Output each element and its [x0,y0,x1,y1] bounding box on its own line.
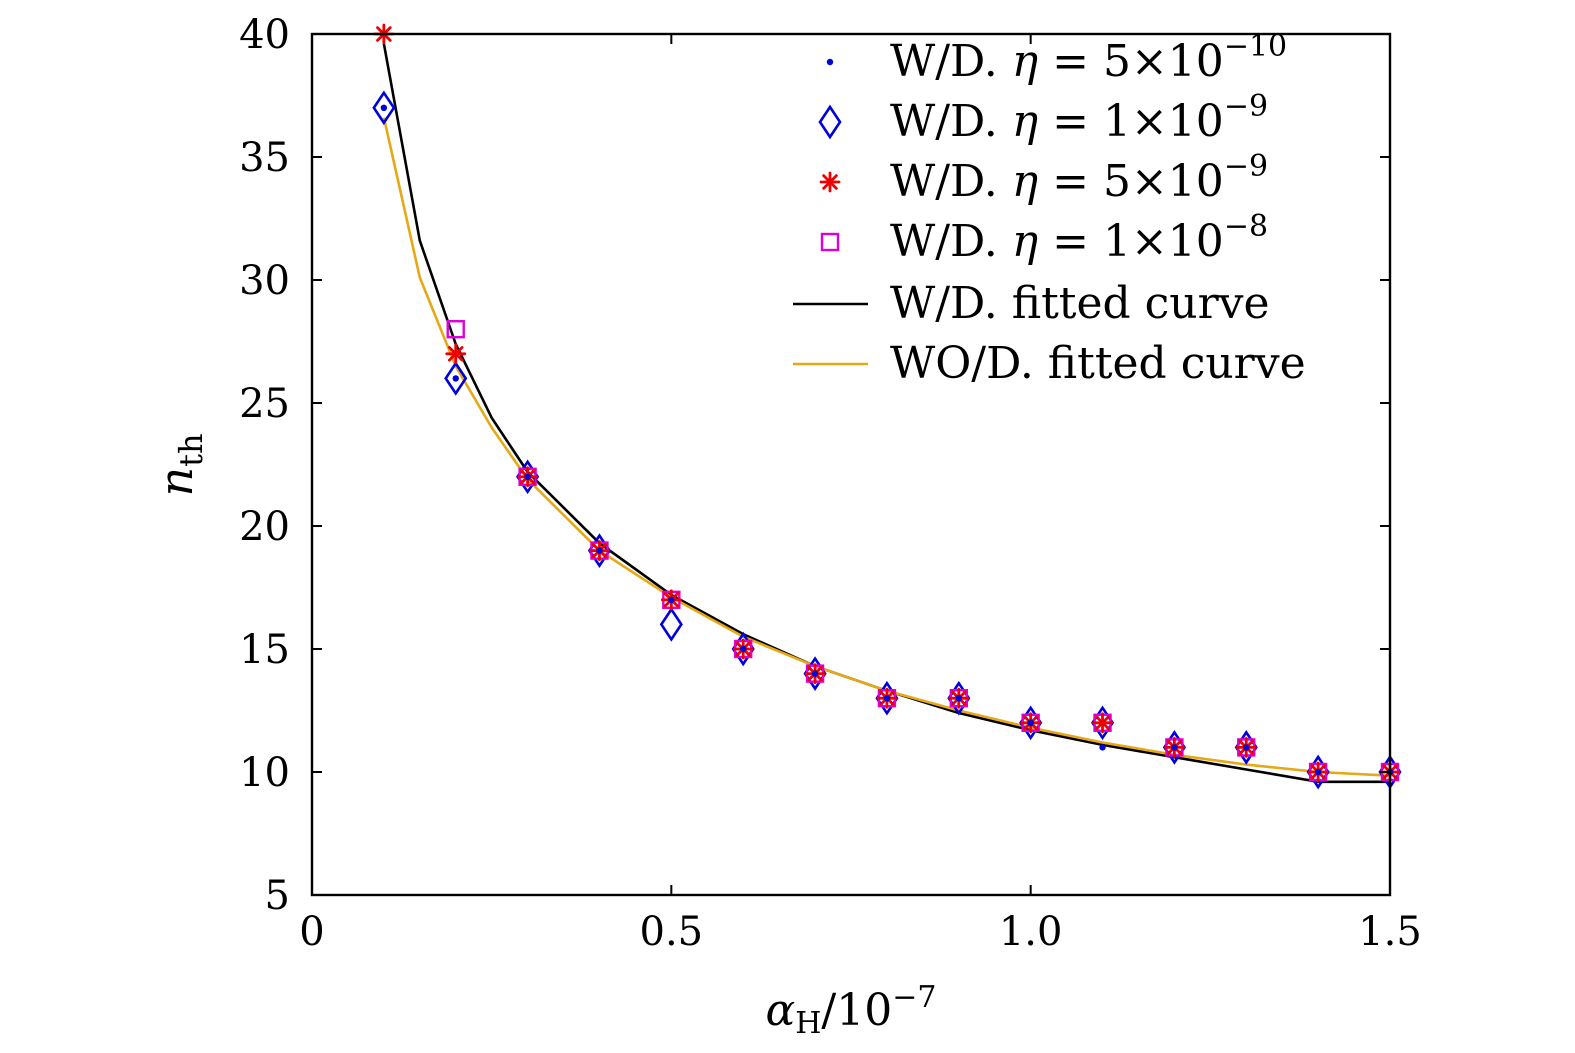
legend-entry-3: W/D. η = 1×10−8 [820,209,1268,267]
legend-entry-4: W/D. fitted curve [793,278,1270,329]
point-0-3 [596,547,603,554]
legend-label: W/D. η = 1×10−9 [890,89,1268,147]
legend-entry-2: W/D. η = 5×10−9 [819,149,1268,207]
legend-label: W/D. η = 5×10−9 [890,149,1268,207]
x-tick-label: 1.0 [999,909,1063,955]
point-0-6 [811,670,819,677]
point-0-11 [1171,744,1178,751]
legend-label: WO/D. fitted curve [890,338,1306,389]
point-2-1 [445,343,467,365]
legend-entry-1: W/D. η = 1×10−9 [818,89,1268,147]
point-0-10 [1099,744,1106,751]
point-0-7 [883,695,891,702]
point-0-2 [524,473,531,480]
y-tick-label: 40 [239,12,290,58]
y-axis-title: nth [149,433,210,496]
y-tick-label: 15 [239,627,290,673]
y-tick-label: 30 [239,258,290,304]
point-0-12 [1243,744,1250,751]
point-0-1 [452,375,459,382]
x-tick-label: 1.5 [1358,909,1422,955]
point-3-1 [446,320,465,339]
y-tick-label: 35 [239,135,290,181]
point-0-13 [1314,768,1322,776]
legend: W/D. η = 5×10−10W/D. η = 1×10−9W/D. η = … [793,29,1306,389]
axes: 0 0.5 1.0 1.5 5 10 15 20 25 30 35 40 αH/10−7 nth [149,12,1422,1041]
legend-entry-0: W/D. η = 5×10−10 [826,29,1287,87]
legend-label: W/D. η = 5×10−10 [890,29,1287,87]
y-tick-label: 25 [239,381,290,427]
plot-area [372,23,1402,790]
y-tick-label: 20 [239,504,290,550]
point-0-4 [668,596,675,603]
point-1-4 [659,607,683,642]
point-1-1 [444,361,468,396]
x-tick-label: 0 [299,909,324,955]
legend-label: W/D. η = 1×10−8 [890,209,1268,267]
legend-symbol [826,58,834,66]
y-tick-label: 10 [239,750,290,796]
series-1 [372,90,1402,790]
point-0-0 [380,104,388,112]
point-0-9 [1027,719,1034,726]
legend-symbol [818,104,842,140]
legend-symbol [820,232,840,252]
point-1-0 [372,90,396,126]
x-axis-title: αH/10−7 [766,980,937,1041]
axes-frame [310,32,1392,897]
series-2 [373,23,1401,783]
point-2-10 [1092,712,1113,734]
series-0 [380,104,1394,776]
x-tick-label: 0.5 [640,909,704,955]
point-0-5 [740,645,747,653]
legend-entry-5: WO/D. fitted curve [793,338,1306,389]
y-tick-label: 5 [265,873,290,919]
point-0-8 [955,695,962,702]
legend-symbol [819,171,841,193]
legend-label: W/D. fitted curve [890,278,1270,329]
